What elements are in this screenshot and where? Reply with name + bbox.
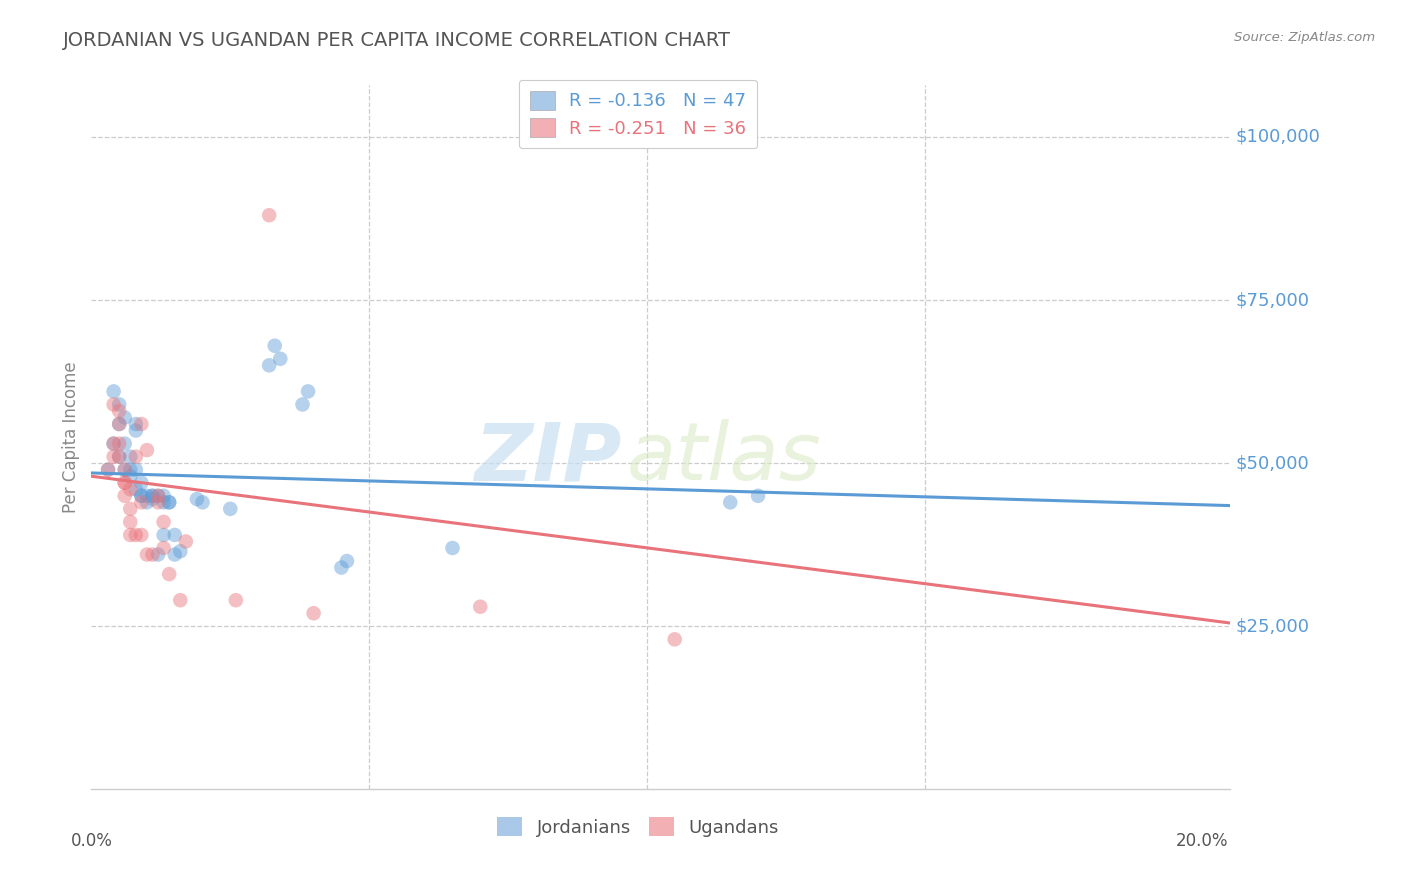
Point [125,483,148,497]
Point [146,489,169,503]
Text: $75,000: $75,000 [1236,291,1310,309]
Point [163,528,186,542]
Point [225,593,247,607]
Text: $100,000: $100,000 [1236,128,1320,146]
Point [114,463,136,477]
Text: $25,000: $25,000 [1236,617,1310,635]
Point [108,436,131,450]
Point [114,475,136,490]
Point [108,417,131,431]
Point [152,541,174,555]
Point [157,567,180,582]
Point [441,541,464,555]
Point [152,495,174,509]
Point [97,463,120,477]
Point [269,351,291,366]
Point [152,515,174,529]
Point [114,410,136,425]
Point [108,404,131,418]
Point [125,450,148,464]
Point [163,548,186,562]
Point [103,436,125,450]
Point [146,495,169,509]
Text: Source: ZipAtlas.com: Source: ZipAtlas.com [1234,31,1375,45]
Point [131,417,153,431]
Point [108,450,131,464]
Point [131,475,153,490]
Point [146,489,169,503]
Point [141,489,163,503]
Point [152,528,174,542]
Point [297,384,319,399]
Text: atlas: atlas [627,419,821,497]
Legend: Jordanians, Ugandans: Jordanians, Ugandans [489,809,786,844]
Point [257,208,280,222]
Point [664,632,686,647]
Text: 20.0%: 20.0% [1177,831,1229,850]
Point [125,424,148,438]
Point [114,463,136,477]
Point [131,495,153,509]
Point [157,495,180,509]
Point [120,450,142,464]
Point [97,463,120,477]
Text: JORDANIAN VS UGANDAN PER CAPITA INCOME CORRELATION CHART: JORDANIAN VS UGANDAN PER CAPITA INCOME C… [63,31,731,50]
Point [103,384,125,399]
Point [125,463,148,477]
Point [141,489,163,503]
Point [174,534,197,549]
Point [103,450,125,464]
Point [169,593,191,607]
Point [169,544,191,558]
Point [125,417,148,431]
Point [120,463,142,477]
Point [131,489,153,503]
Point [141,491,163,506]
Point [136,495,159,509]
Point [103,397,125,411]
Point [291,397,314,411]
Point [191,495,214,509]
Text: $50,000: $50,000 [1236,454,1309,472]
Point [120,528,142,542]
Y-axis label: Per Capita Income: Per Capita Income [62,361,80,513]
Point [120,469,142,483]
Point [146,548,169,562]
Point [120,515,142,529]
Point [747,489,769,503]
Point [186,491,208,506]
Point [125,528,148,542]
Text: ZIP: ZIP [474,419,621,497]
Text: 0.0%: 0.0% [70,831,112,850]
Point [336,554,359,568]
Point [108,450,131,464]
Point [302,607,325,621]
Point [136,548,159,562]
Point [114,475,136,490]
Point [263,339,285,353]
Point [141,548,163,562]
Point [120,483,142,497]
Point [131,528,153,542]
Point [257,359,280,373]
Point [120,501,142,516]
Point [470,599,492,614]
Point [136,489,159,503]
Point [219,501,242,516]
Point [718,495,741,509]
Point [157,495,180,509]
Point [103,436,125,450]
Point [114,436,136,450]
Point [108,397,131,411]
Point [108,417,131,431]
Point [152,489,174,503]
Point [136,443,159,458]
Point [114,489,136,503]
Point [131,489,153,503]
Point [330,560,353,574]
